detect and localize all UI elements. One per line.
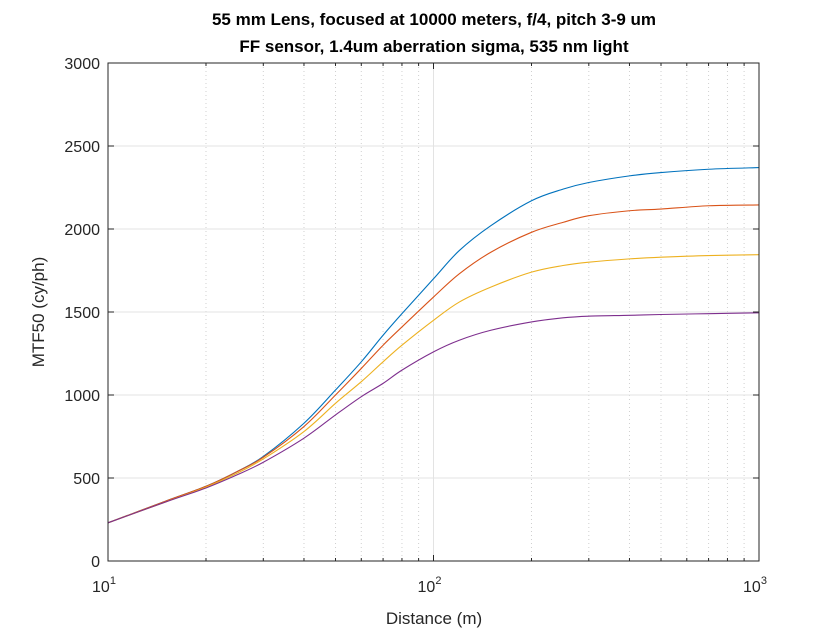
y-tick-label: 1000 bbox=[64, 388, 100, 405]
y-tick-label: 500 bbox=[73, 471, 100, 488]
y-axis-label: MTF50 (cy/ph) bbox=[29, 257, 48, 368]
y-tick-label: 0 bbox=[91, 554, 100, 571]
y-tick-label: 2000 bbox=[64, 222, 100, 239]
series-line-2 bbox=[107, 204, 760, 524]
series-line-3 bbox=[107, 254, 760, 524]
x-tick-exponent: 2 bbox=[435, 575, 441, 587]
series-lines bbox=[107, 167, 760, 524]
chart-title-line-2: FF sensor, 1.4um aberration sigma, 535 n… bbox=[239, 37, 629, 56]
y-tick-label: 3000 bbox=[64, 56, 100, 73]
y-tick-label: 2500 bbox=[64, 139, 100, 156]
x-axis-label: Distance (m) bbox=[386, 609, 482, 628]
x-tick-exponent: 1 bbox=[110, 575, 116, 587]
tick-marks bbox=[107, 62, 760, 562]
y-tick-label: 1500 bbox=[64, 305, 100, 322]
chart-title-line-1: 55 mm Lens, focused at 10000 meters, f/4… bbox=[212, 10, 656, 29]
series-line-4 bbox=[107, 312, 760, 524]
x-tick-exponent: 3 bbox=[761, 575, 767, 587]
grid bbox=[108, 63, 759, 561]
